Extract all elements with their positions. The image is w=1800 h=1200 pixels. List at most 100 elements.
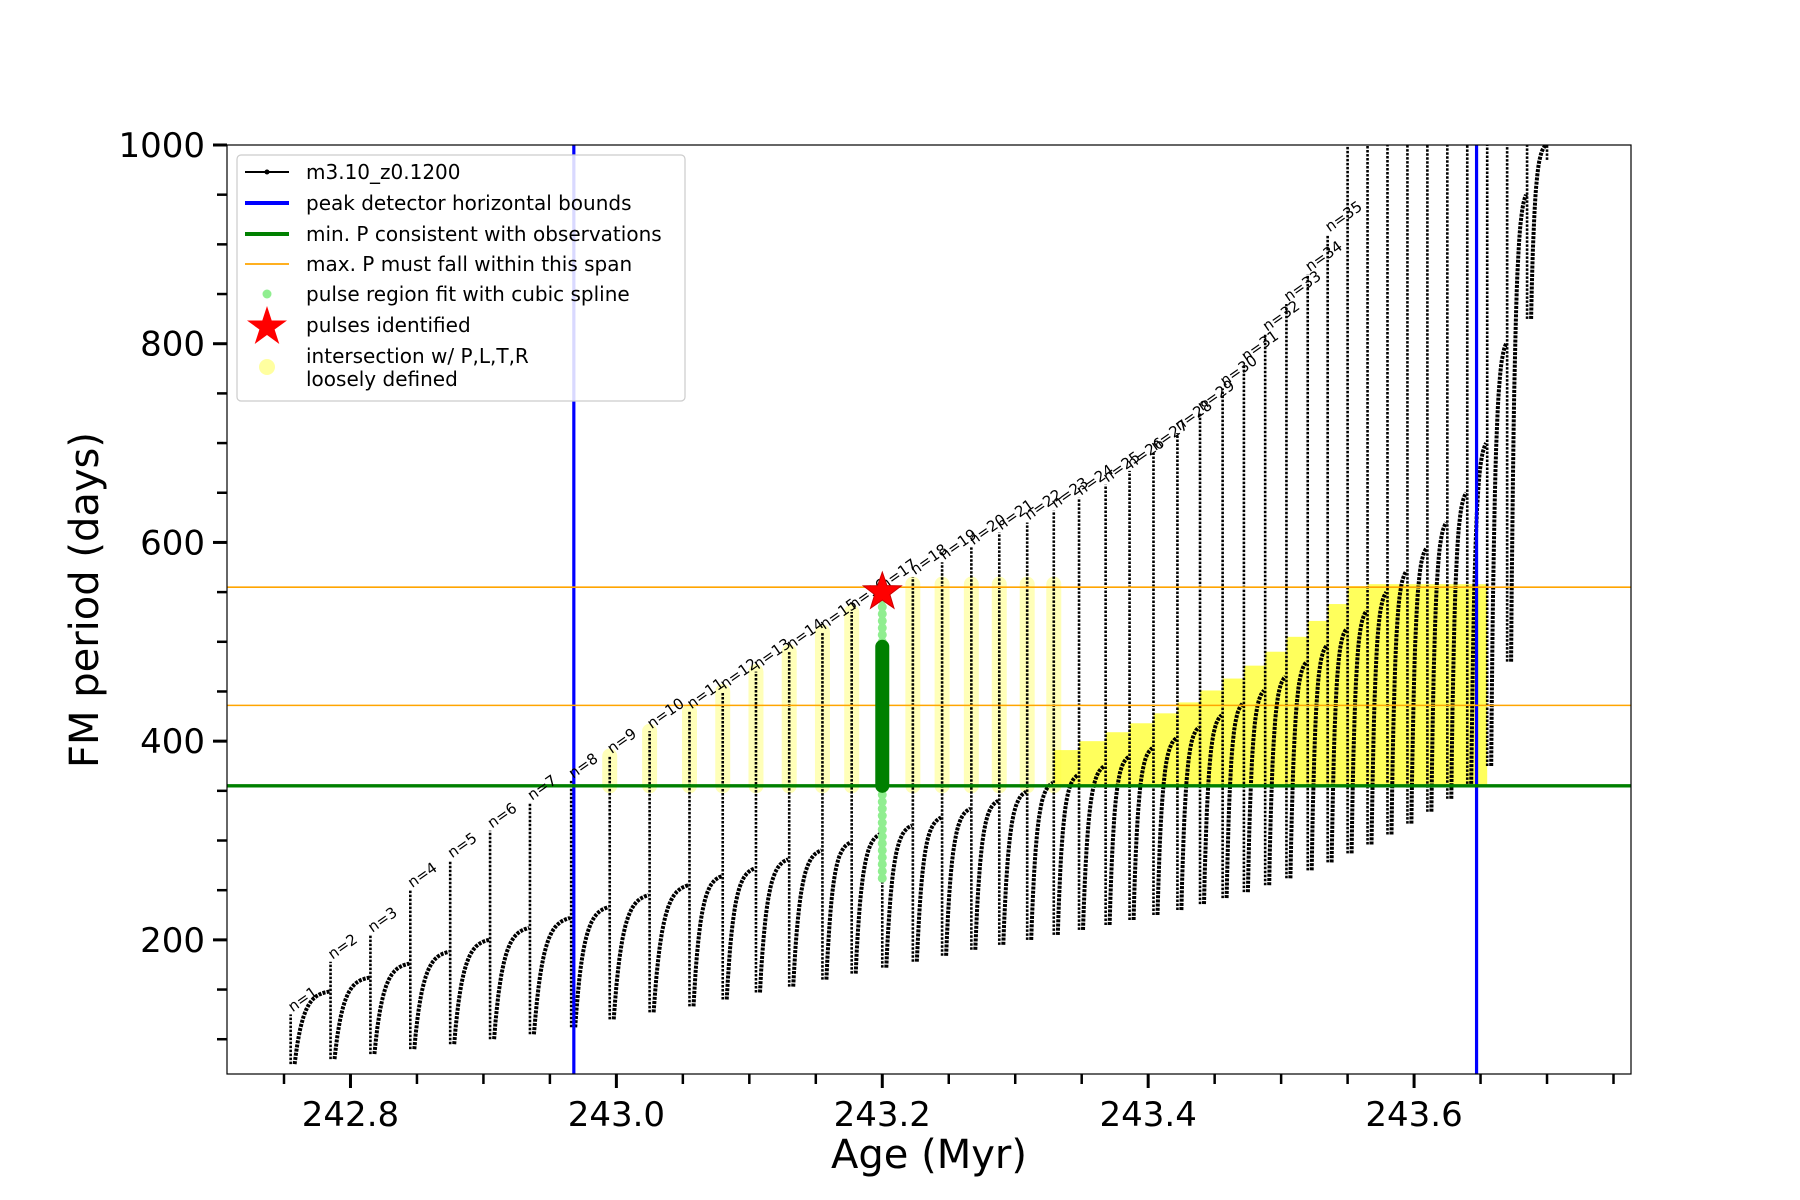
legend-label: intersection w/ P,L,T,R — [306, 344, 529, 368]
intersection-fill — [1407, 584, 1428, 786]
intersection-fill — [1079, 741, 1106, 786]
intersection-fill — [1105, 732, 1130, 786]
legend-label: max. P must fall within this span — [306, 252, 632, 276]
cycle-curve — [1489, 342, 1508, 767]
spline-point — [877, 825, 887, 835]
spline-point — [877, 797, 887, 807]
cycle-curve — [884, 823, 913, 968]
cycle-curve — [1449, 491, 1468, 799]
cycle-curve — [914, 815, 942, 962]
pulse-label: n=6 — [484, 799, 520, 832]
spline-point — [877, 859, 887, 869]
spline-point — [877, 790, 887, 800]
cycle-curve — [1029, 781, 1054, 940]
cycle-curve — [1409, 547, 1428, 824]
x-axis-title: Age (Myr) — [831, 1132, 1027, 1178]
x-tick-label: 243.2 — [834, 1095, 931, 1135]
spline-point — [877, 873, 887, 883]
y-tick-label: 1000 — [118, 126, 205, 166]
x-tick-label: 242.8 — [302, 1095, 399, 1135]
pulse-label: n=5 — [444, 829, 480, 862]
legend-swatch-dot — [262, 289, 272, 299]
cycle-curve — [1529, 145, 1548, 319]
spline-point — [877, 832, 887, 842]
spline-point — [877, 623, 887, 633]
cycle-curve — [452, 937, 490, 1045]
pulse-label: n=3 — [364, 903, 400, 936]
legend-swatch-circle — [259, 359, 275, 375]
cycle-curve — [1267, 675, 1287, 886]
spline-point — [877, 852, 887, 862]
intersection-fill — [1286, 636, 1308, 786]
cycle-curve — [412, 949, 450, 1050]
cycle-curve — [824, 840, 852, 980]
cycle-curve — [1155, 736, 1178, 916]
cycle-curve — [724, 866, 756, 1000]
plot-area — [227, 145, 1631, 1074]
y-tick-label: 800 — [140, 325, 205, 365]
cycle-curve — [758, 857, 789, 993]
cycle-curve — [1369, 590, 1389, 845]
y-axis-title: FM period (days) — [62, 432, 108, 768]
cycle-curve — [691, 874, 723, 1007]
cycle-curve — [1081, 764, 1106, 930]
cycle-curve — [1245, 689, 1266, 893]
legend-label: m3.10_z0.1200 — [306, 160, 461, 184]
cycle-curve — [1001, 790, 1028, 945]
cycle-curve — [611, 893, 650, 1020]
legend-swatch-marker — [264, 169, 270, 175]
spline-point — [877, 630, 887, 640]
intersection-fill — [1129, 723, 1154, 786]
cycle-curve — [492, 925, 530, 1040]
cycle-curve — [944, 806, 972, 956]
pulse-label: n=1 — [285, 983, 321, 1016]
pulse-label: n=10 — [644, 694, 688, 732]
cycle-curve — [332, 975, 370, 1060]
cycle-curve — [1509, 193, 1528, 662]
cycle-curve — [1349, 609, 1369, 854]
cycle-curve — [1055, 773, 1080, 935]
spline-point — [877, 616, 887, 626]
cycle-curve — [1329, 627, 1349, 863]
pulse-label: n=7 — [524, 771, 560, 804]
cycle-curve — [1202, 713, 1223, 905]
cycle-curve — [1179, 725, 1201, 911]
pulse-label: n=32 — [1259, 297, 1303, 335]
intersection-fill — [1153, 713, 1178, 786]
cycle-curve — [1469, 442, 1488, 784]
cycle-curve — [791, 848, 823, 987]
legend-label: peak detector horizontal bounds — [306, 191, 632, 215]
legend-label: pulse region fit with cubic spline — [306, 282, 630, 306]
cycle-curve — [1429, 521, 1448, 812]
identified-pulse-star — [861, 570, 903, 610]
x-tick-label: 243.0 — [568, 1095, 665, 1135]
pulse-label: n=31 — [1238, 327, 1282, 365]
pulse-label: n=34 — [1302, 237, 1346, 275]
spline-point — [877, 838, 887, 848]
cycle-curve — [1131, 746, 1154, 921]
spline-point — [877, 602, 887, 612]
axes: 242.8 243.0 243.2 243.4 243.6 200 400 600 800 100… — [118, 126, 1615, 1135]
legend-label-line2: loosely defined — [306, 367, 458, 391]
cycle-curve — [973, 799, 1000, 950]
pulse-label: n=2 — [325, 930, 361, 963]
cycle-curve — [1288, 660, 1309, 879]
spline-point — [877, 609, 887, 619]
cycle-curve — [1389, 569, 1408, 835]
y-tick-label: 200 — [140, 921, 205, 961]
cycle-curve — [853, 831, 882, 974]
intersection-fill — [1367, 584, 1388, 786]
pulse-label: n=33 — [1280, 267, 1324, 305]
spline-point — [877, 804, 887, 814]
cycle-curve — [651, 883, 689, 1013]
intersection-fill — [1347, 586, 1368, 786]
pulse-label: n=4 — [404, 859, 440, 892]
cycle-curve — [1107, 755, 1130, 926]
identified-pulse-markers — [861, 570, 903, 610]
cycle-curve — [531, 916, 571, 1035]
cycle-curve — [573, 905, 610, 1028]
legend-label: min. P consistent with observations — [306, 222, 662, 246]
plot-frame — [226, 144, 1632, 1075]
